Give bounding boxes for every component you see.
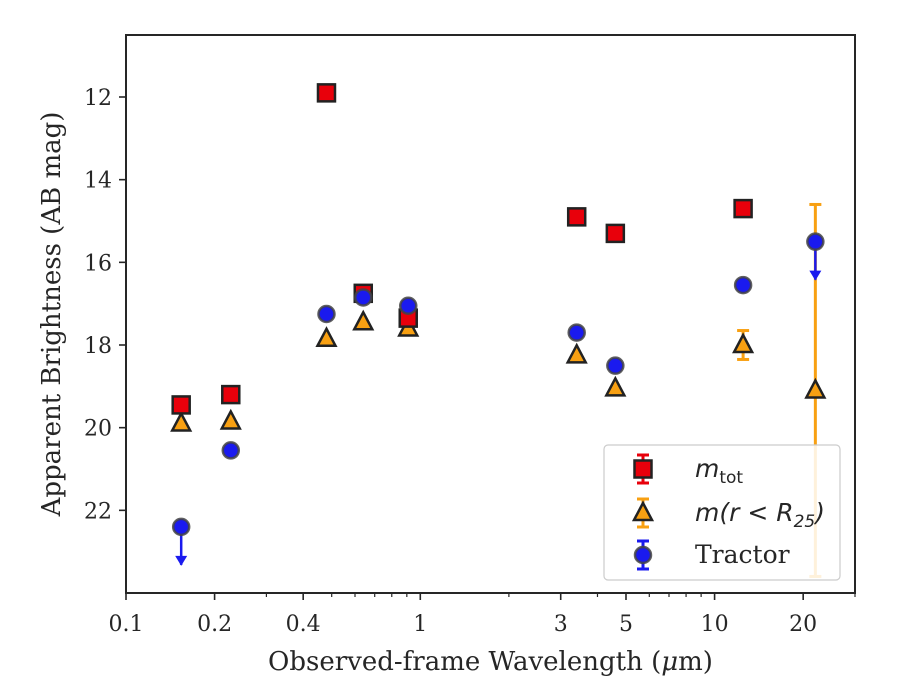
data-point-mtot	[221, 384, 241, 405]
data-point-mtot	[171, 395, 191, 415]
data-point-tractor	[806, 232, 825, 251]
y-tick-label: 18	[84, 334, 112, 359]
y-axis: 12 14 16 18 20 22	[84, 86, 126, 524]
data-point-tractor	[171, 517, 191, 537]
data-marks	[170, 83, 827, 578]
data-point-m_r25	[219, 408, 242, 430]
x-axis: 0.1 0.2 0.4 1 3 5 10 20	[109, 593, 856, 637]
legend-marker-m-r25	[631, 497, 655, 529]
data-point-tractor	[567, 323, 586, 342]
legend-box	[603, 444, 841, 581]
data-point-mtot	[605, 223, 626, 244]
legend-entry-m-r25: m(r < R25)	[631, 497, 825, 532]
y-tick-label: 12	[84, 86, 112, 111]
legend: mtot m(r < R25) Tractor	[603, 444, 841, 581]
legend-symbol	[633, 459, 653, 479]
legend-entry-mtot: mtot	[633, 453, 743, 488]
x-tick-label: 5	[619, 612, 633, 637]
y-tick-label: 20	[84, 417, 112, 442]
x-tick-label: 0.1	[109, 612, 144, 637]
legend-symbol	[633, 545, 653, 565]
data-point-tractor	[606, 356, 625, 375]
data-point-tractor	[398, 296, 418, 315]
y-tick-label: 22	[84, 499, 112, 524]
legend-entry-tractor: Tractor	[633, 539, 790, 571]
data-point-tractor	[733, 275, 753, 295]
x-tick-label: 10	[701, 612, 729, 637]
x-axis-label: Observed-frame Wavelength (μm)	[268, 647, 713, 677]
data-point-m_r25	[315, 326, 338, 348]
data-point-tractor	[354, 288, 373, 307]
x-tick-label: 0.2	[197, 612, 232, 637]
x-tick-label: 0.4	[286, 612, 321, 637]
data-point-m_r25	[170, 410, 193, 432]
legend-label-tractor: Tractor	[695, 540, 790, 569]
data-point-m_r25	[804, 377, 827, 399]
plot-area	[125, 34, 856, 594]
legend-marker-tractor	[633, 539, 653, 571]
y-tick-label: 16	[84, 251, 112, 276]
series-tractor	[171, 232, 825, 566]
legend-label-m-r25: m(r < R25)	[695, 498, 825, 532]
legend-symbol	[631, 500, 655, 522]
data-point-mtot	[316, 83, 337, 103]
legend-marker-mtot	[633, 453, 653, 485]
data-point-m_r25	[352, 309, 375, 331]
data-point-m_r25	[732, 332, 755, 354]
data-point-mtot	[566, 207, 587, 227]
data-point-m_r25	[565, 342, 588, 364]
y-axis-label: Apparent Brightness (AB mag)	[37, 112, 67, 518]
x-tick-label: 1	[413, 612, 427, 637]
data-point-mtot	[733, 198, 753, 219]
data-point-tractor	[317, 304, 336, 324]
x-tick-label: 20	[789, 612, 817, 637]
legend-label-mtot: mtot	[695, 454, 743, 488]
x-tick-label: 3	[554, 612, 568, 637]
data-point-m_r25	[604, 375, 627, 397]
y-tick-label: 14	[84, 169, 112, 194]
data-point-tractor	[221, 441, 241, 460]
